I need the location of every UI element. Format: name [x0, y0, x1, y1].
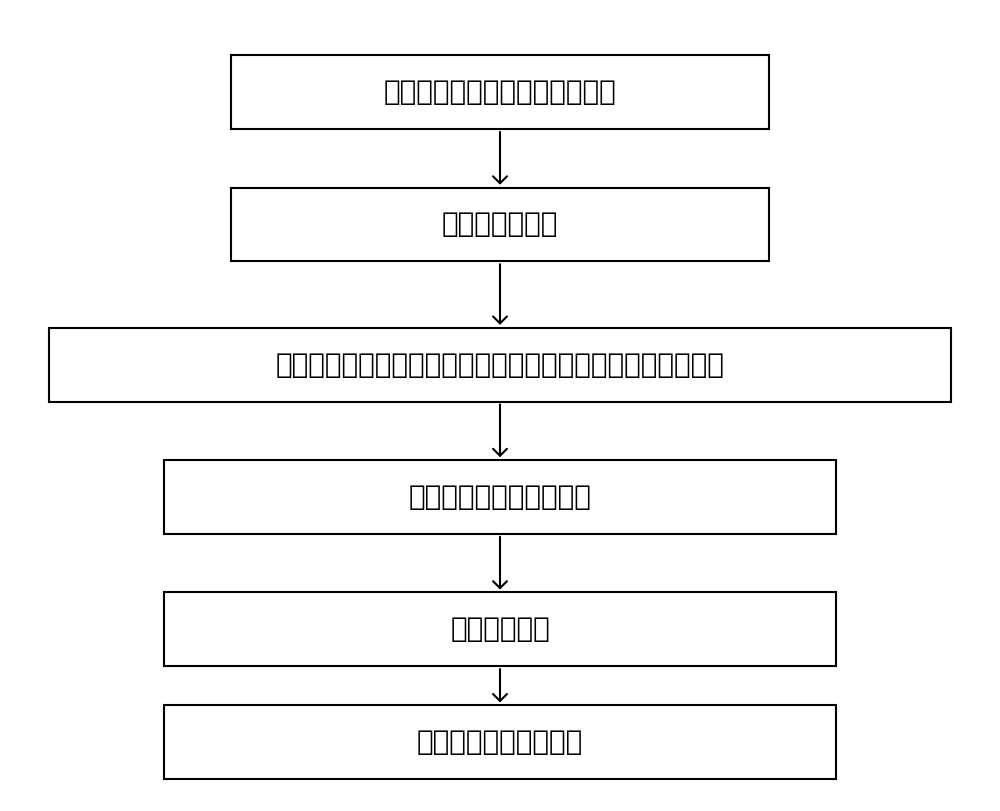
Bar	[49, 328, 951, 401]
Text: 制作夹层结构: 制作夹层结构	[450, 616, 550, 643]
Text: 根据光探测需求确定纳米线组分: 根据光探测需求确定纳米线组分	[384, 78, 616, 106]
Bar	[164, 592, 836, 667]
Text: 电解质溶液注入和封孔: 电解质溶液注入和封孔	[417, 728, 583, 756]
Text: 于纳米线表面修饰具有等离子体激元增强效应的金属纳米颗粒: 于纳米线表面修饰具有等离子体激元增强效应的金属纳米颗粒	[276, 350, 724, 379]
Bar	[231, 187, 769, 261]
Text: 生长合成纳米线: 生长合成纳米线	[442, 211, 558, 238]
Bar	[231, 55, 769, 129]
Text: 制作光电极和制作对电极: 制作光电极和制作对电极	[409, 483, 591, 511]
Bar	[164, 460, 836, 534]
Bar	[164, 706, 836, 779]
